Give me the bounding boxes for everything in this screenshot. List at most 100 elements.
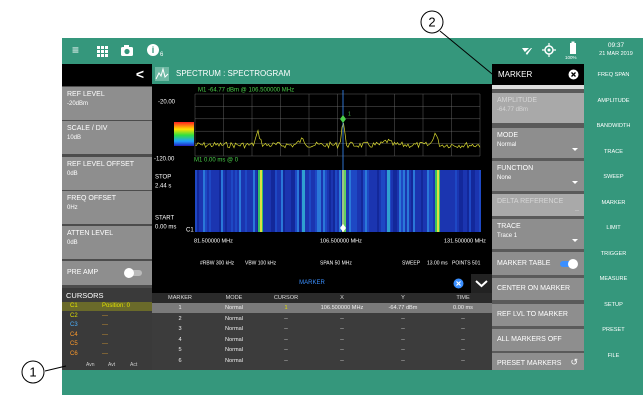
menu-icon[interactable]: ≡ <box>72 43 80 57</box>
top-bar: ≡ i 6 100% 09:37 21 MAR 2019 <box>62 38 643 64</box>
marker-table-close[interactable] <box>453 278 464 289</box>
info-icon[interactable]: i <box>146 43 160 57</box>
side-menu-item[interactable]: TRIGGER <box>600 250 627 257</box>
table-cell: -- <box>340 326 344 332</box>
table-cell: 6 <box>178 357 182 364</box>
setting-button[interactable]: ATTEN LEVEL 0dB <box>62 226 152 259</box>
side-menu: FREQ SPAN AMPLITUDE BANDWIDTH TRACE SWEEP MAR… <box>584 64 643 370</box>
spectrogram-streak <box>427 170 429 232</box>
setting-button[interactable]: FREQ OFFSET 0Hz <box>62 191 152 224</box>
marker-table-expand[interactable] <box>471 274 492 293</box>
table-cell: -- <box>461 347 465 353</box>
camera-icon[interactable] <box>120 44 134 57</box>
table-cell: 3 <box>178 326 182 332</box>
side-menu-item[interactable]: MEASURE <box>599 276 628 282</box>
side-menu-item[interactable]: SWEEP <box>603 174 624 180</box>
side-menu-item[interactable]: AMPLITUDE <box>597 97 630 104</box>
table-cell: -- <box>401 336 405 343</box>
spectrogram-streak <box>387 170 390 232</box>
button-label: ATTEN LEVEL <box>67 230 114 237</box>
side-menu-item[interactable]: PRESET <box>602 327 625 333</box>
left-panel: < PRE AMP CURSORS C1 Position: 0 C2 --- C3 --… <box>62 64 152 370</box>
cursor-value: Position: 0 <box>102 303 131 309</box>
side-menu-item[interactable]: SETUP <box>604 301 623 308</box>
side-menu-item[interactable]: LIMIT <box>606 225 621 231</box>
gps-icon <box>542 43 556 57</box>
side-menu-item[interactable]: FREQ SPAN <box>597 72 630 78</box>
start-time: 0.00 ms <box>155 225 176 231</box>
back-button[interactable]: < <box>135 66 144 82</box>
dropdown-arrow <box>572 181 578 184</box>
spectrogram-streak <box>399 170 401 232</box>
side-menu-item[interactable]: FILE <box>607 352 620 359</box>
table-cell: -- <box>284 326 288 332</box>
button-label: CENTER ON MARKER <box>497 285 571 292</box>
spectrogram-streak <box>431 170 433 232</box>
marker-action-button[interactable]: PRESET MARKERS ↺ <box>492 353 584 375</box>
spectrogram-streak <box>377 170 379 232</box>
spectrogram-streak <box>275 170 277 232</box>
preset-icon: ↺ <box>570 357 578 367</box>
marker-panel-close[interactable] <box>568 69 579 80</box>
marker-action-button[interactable]: CENTER ON MARKER <box>492 278 584 300</box>
table-cell: Normal <box>224 336 244 343</box>
button-value: 10dB <box>67 135 82 141</box>
spectrum-icon <box>155 67 169 81</box>
callout-circle <box>21 360 45 384</box>
cursors-section: CURSORS C1 Position: 0 C2 --- C3 --- C4 --- C5 --… <box>62 288 152 370</box>
spectrogram-streak <box>271 170 273 232</box>
setting-button[interactable]: REF LEVEL -20dBm <box>62 87 152 120</box>
measurement-setting: #RBW 300 kHz <box>200 260 235 266</box>
marker-setting-button[interactable]: MODE Normal <box>492 128 584 158</box>
clock-time: 09:37 <box>607 42 625 49</box>
table-cell: -- <box>340 315 344 322</box>
frequency-label: 106.500000 MHz <box>320 238 362 244</box>
spectrogram-streak <box>325 170 327 232</box>
pre-amp-button[interactable]: PRE AMP <box>62 261 152 285</box>
table-cell: 4 <box>178 336 182 343</box>
spectrum-header: SPECTRUM : SPECTROGRAM <box>152 64 492 84</box>
marker-action-button[interactable]: ALL MARKERS OFF <box>492 329 584 351</box>
marker-setting-button[interactable]: TRACE Trace 1 <box>492 219 584 249</box>
spectrogram-streak <box>309 170 311 232</box>
side-menu-item[interactable]: BANDWIDTH <box>596 123 631 129</box>
pre-amp-toggle[interactable] <box>124 268 142 278</box>
side-menu-item[interactable]: MARKER <box>601 199 626 206</box>
button-label: FUNCTION <box>497 165 534 172</box>
marker-diamond <box>340 115 346 123</box>
spectrogram-streak <box>471 170 473 232</box>
spectrogram-streak <box>351 170 353 232</box>
spectrogram-streak <box>239 170 241 232</box>
marker-readout: M1 -64.77 dBm @ 106.500000 MHz <box>198 88 294 94</box>
cursor-value: --- <box>102 350 108 357</box>
measurement-setting: SWEEP <box>402 260 421 266</box>
table-cell: 1 <box>284 305 288 311</box>
marker-number: 1 <box>348 111 351 117</box>
marker-table-switch[interactable] <box>560 259 578 269</box>
spectrogram-streak <box>353 170 355 232</box>
spectrogram-streak <box>401 170 403 232</box>
table-cell: -- <box>461 315 465 322</box>
measurement-setting: POINTS 501 <box>452 260 481 266</box>
side-menu-item[interactable]: TRACE <box>604 148 623 155</box>
header-divider <box>492 85 584 89</box>
marker-setting-button: AMPLITUDE -64.77 dBm <box>492 93 584 123</box>
callout-line <box>439 30 498 79</box>
spectrogram-streak <box>225 170 227 232</box>
marker-action-button[interactable]: REF LVL TO MARKER <box>492 304 584 326</box>
setting-button[interactable]: REF LEVEL OFFSET 0dB <box>62 157 152 190</box>
spectrogram-streak <box>403 170 405 232</box>
spectrogram-streak <box>383 170 385 232</box>
apps-icon[interactable] <box>96 45 108 57</box>
table-cell: Normal <box>224 347 244 353</box>
marker-setting-button[interactable]: FUNCTION None <box>492 161 584 191</box>
dropdown-arrow <box>572 148 578 151</box>
column-header: X <box>340 295 344 301</box>
marker-table-toggle-button[interactable]: MARKER TABLE <box>492 252 584 275</box>
spectrogram-streak <box>302 170 305 232</box>
cursors-title: CURSORS <box>66 291 104 300</box>
spectrogram-streak <box>317 170 319 232</box>
setting-button[interactable]: SCALE / DIV 10dB <box>62 121 152 154</box>
spectrogram-streak <box>323 170 325 232</box>
